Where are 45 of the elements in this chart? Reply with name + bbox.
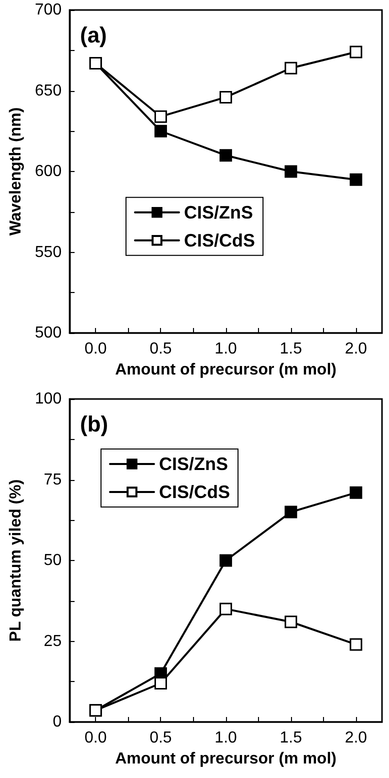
point (284, 506, 298, 518)
y-axis-title: PL quantum yiled (%) (8, 479, 24, 642)
legend-label: CIS/ZnS (184, 202, 254, 222)
point (350, 173, 362, 186)
x-tick-label: 0.0 (84, 730, 107, 746)
x-tick-label: 2.0 (344, 730, 368, 746)
point (350, 46, 362, 58)
y-tick-label: 75 (44, 471, 62, 488)
y-tick-label: 500 (34, 324, 62, 342)
point (350, 638, 362, 651)
point (220, 554, 232, 567)
point (220, 602, 232, 616)
y-tick-label: 700 (34, 2, 62, 18)
legend-label: CIS/CdS (159, 482, 230, 502)
x-tick-label: 1.5 (280, 340, 302, 358)
y-tick-label: 100 (34, 390, 62, 408)
point (154, 676, 167, 690)
x-tick-label: 0.5 (150, 730, 172, 746)
annotation: (a) (80, 22, 107, 48)
y-tick-label: 550 (34, 244, 62, 261)
y-tick-label: 650 (34, 82, 62, 100)
point (220, 90, 232, 104)
point (284, 616, 298, 628)
point (154, 110, 167, 123)
x-tick-label: 1.0 (214, 730, 238, 746)
y-axis-title: Wavelength (nm) (8, 107, 24, 236)
legend-label: CIS/ZnS (159, 454, 228, 474)
x-tick-label: 0.0 (84, 340, 107, 358)
y-tick-label: 50 (44, 552, 62, 569)
x-tick-label: 0.5 (150, 340, 172, 358)
y-tick-label: 25 (44, 632, 62, 650)
annotation: (b) (80, 412, 108, 436)
legend-label: CIS/CdS (184, 230, 256, 250)
point (284, 165, 298, 178)
point (350, 486, 362, 499)
point (220, 149, 232, 162)
point (154, 124, 167, 138)
x-axis-title: Amount of precursor (m mol) (115, 750, 336, 768)
point (284, 62, 298, 74)
x-axis-title: Amount of precursor (m mol) (115, 361, 336, 378)
y-tick-label: 0 (52, 714, 62, 730)
x-tick-label: 1.5 (280, 730, 302, 746)
y-tick-label: 600 (34, 163, 62, 180)
x-tick-label: 2.0 (344, 340, 368, 358)
x-tick-label: 1.0 (214, 340, 238, 358)
